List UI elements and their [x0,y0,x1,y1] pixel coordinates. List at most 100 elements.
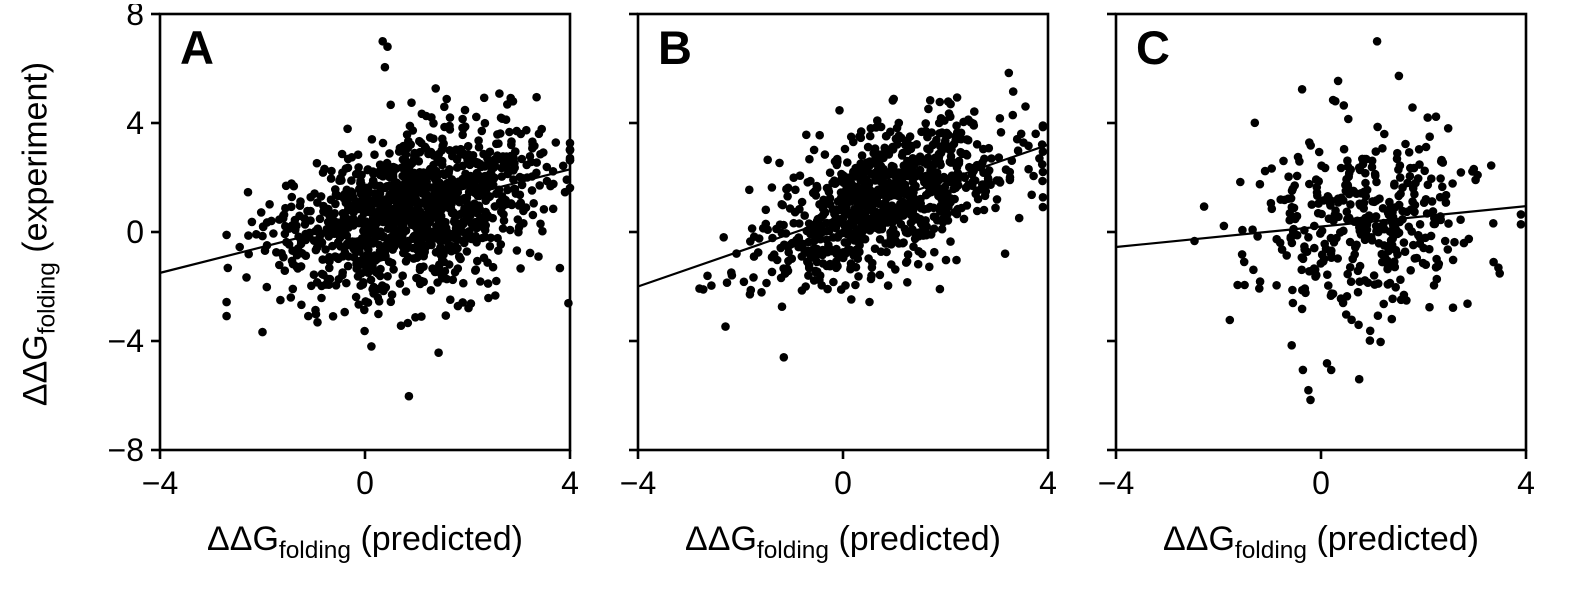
data-point [1396,275,1405,285]
data-point [844,174,853,184]
data-point [472,112,481,122]
data-point [300,220,310,229]
y-tick-label: 4 [126,105,144,141]
data-point [357,185,366,194]
data-point [331,281,341,290]
data-point [839,253,848,263]
data-point [306,206,315,216]
data-point [514,223,524,232]
data-point [515,172,525,182]
data-point [1325,198,1335,208]
data-point [826,245,835,254]
data-point [1409,240,1418,250]
data-point [420,185,430,195]
data-point [483,211,493,220]
data-point [1240,280,1249,290]
data-point [402,130,412,139]
data-point [1346,277,1356,287]
x-tick-label: 4 [1517,465,1534,501]
data-point [923,144,932,153]
data-point [329,216,339,226]
data-point [528,210,538,220]
data-point [394,147,404,156]
data-point [265,200,274,209]
data-point [932,135,941,145]
data-point [854,272,863,281]
data-point [785,204,795,213]
data-point [822,235,831,244]
data-point [1344,189,1354,199]
data-point [1275,238,1285,248]
data-point [385,149,394,158]
data-point [1301,288,1310,298]
data-point [946,152,956,161]
data-point [815,200,824,209]
data-point [1418,258,1428,268]
data-point [747,224,757,233]
data-point [315,214,325,224]
data-point [1459,238,1469,248]
data-point [1282,251,1291,260]
data-point [922,222,931,231]
data-point [1004,68,1014,78]
data-point [1326,249,1336,258]
data-point [429,134,438,143]
data-point [376,207,386,216]
data-point [458,123,467,133]
data-point [946,237,955,246]
regression-line [1115,205,1527,249]
data-point [791,185,800,195]
data-point [432,166,441,176]
data-point [1441,190,1451,200]
data-point [535,181,544,190]
data-point [395,279,405,288]
data-point [843,245,853,255]
data-point [1300,245,1309,254]
data-point [1421,142,1431,152]
data-point [894,131,904,140]
data-point [853,254,863,263]
data-point [882,131,891,141]
data-point [1355,199,1364,208]
data-point [876,247,886,256]
data-point [258,222,268,231]
data-point [386,297,396,307]
data-point [987,154,996,163]
data-point [1395,161,1405,170]
data-point [370,195,379,204]
data-point [833,261,842,271]
data-point [406,140,416,149]
data-point [1448,179,1457,188]
data-point [1239,257,1249,267]
data-point [1233,280,1242,290]
data-point [252,230,261,239]
data-point [932,154,941,164]
data-point [419,262,428,272]
data-point [375,160,385,169]
data-point [1369,271,1379,280]
data-point [865,297,874,307]
data-point [318,255,327,264]
data-point [854,188,863,198]
data-point [1005,175,1015,185]
data-point [317,293,326,303]
data-point [1313,208,1323,218]
data-point [849,137,858,147]
data-point [953,181,963,190]
data-point [404,391,414,401]
data-point [804,237,813,247]
data-point [1405,171,1415,181]
data-point [722,278,732,288]
data-point [458,114,467,124]
data-point [1311,175,1321,184]
data-point [1238,225,1247,235]
data-point [1354,320,1363,330]
data-point [401,171,411,181]
x-axis-label-suffix: (predicted) [351,520,523,558]
data-point [762,278,771,288]
data-point [829,277,838,287]
data-point [328,312,338,321]
data-point [457,208,467,218]
data-point [1288,285,1297,295]
data-point [957,203,966,213]
